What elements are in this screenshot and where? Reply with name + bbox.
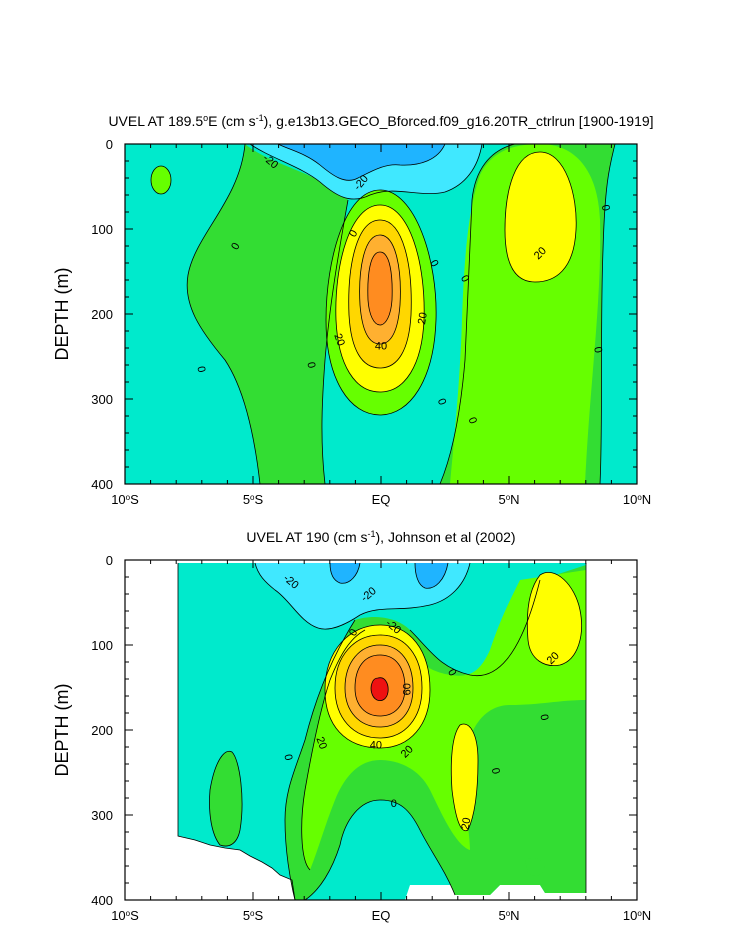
contour-label: 40 <box>375 340 387 352</box>
panel-model-title: UVEL AT 189.5oE (cm s-1), g.e13b13.GECO_… <box>108 113 653 129</box>
contour-label: 0 <box>445 667 458 678</box>
x-tick-label: 5oS <box>243 492 264 507</box>
band-lt-neg20-obs <box>330 563 360 584</box>
svg-text:0: 0 <box>347 228 360 239</box>
svg-text:0: 0 <box>194 365 207 373</box>
svg-text:20: 20 <box>416 311 430 325</box>
y-tick-label: 200 <box>91 723 113 738</box>
y-tick-label: 0 <box>106 553 113 568</box>
y-tick-label: 300 <box>91 808 113 823</box>
svg-text:0: 0 <box>435 397 448 407</box>
contour-label: 0 <box>347 627 360 638</box>
x-tick-label: EQ <box>372 492 391 507</box>
band-lt-neg20-obs-2 <box>415 563 448 589</box>
panel-obs-contour-lines <box>177 562 587 900</box>
contour-label: 0 <box>281 753 294 761</box>
band-0-10-obs-west <box>209 751 243 847</box>
contour-label: 0 <box>458 273 471 284</box>
svg-text:0: 0 <box>304 361 317 369</box>
contour-label: 0 <box>591 346 604 354</box>
contour-label: 20 <box>313 735 328 751</box>
svg-text:0: 0 <box>489 767 502 775</box>
y-tick-label: 0 <box>106 137 113 152</box>
panel-model-ylabel: DEPTH (m) <box>52 268 72 361</box>
contour-label: 0 <box>599 204 612 212</box>
x-tick-label: 5oN <box>498 492 519 507</box>
svg-text:0: 0 <box>537 713 550 721</box>
band-20-30-obs-south <box>451 724 478 831</box>
x-tick-label: 10oN <box>623 908 651 923</box>
band-neg10-0-west <box>125 144 260 484</box>
band-lt-neg20 <box>278 144 445 181</box>
contour-label: 20 <box>331 332 346 348</box>
panel-obs-title: UVEL AT 190 (cm s-1), Johnson et al (200… <box>246 529 515 545</box>
x-tick-label: 10oS <box>111 908 139 923</box>
contour-label: 0 <box>489 767 502 775</box>
svg-text:20: 20 <box>459 817 473 831</box>
contour-label: 0 <box>427 258 440 269</box>
svg-text:20: 20 <box>313 735 328 751</box>
panel-model: UVEL AT 189.5oE (cm s-1), g.e13b13.GECO_… <box>52 113 654 507</box>
y-tick-label: 300 <box>91 392 113 407</box>
svg-text:0: 0 <box>347 627 360 638</box>
svg-text:0: 0 <box>229 241 242 252</box>
panel-model-contour-lines <box>150 144 616 484</box>
y-tick-label: 200 <box>91 307 113 322</box>
contour-label: 0 <box>229 241 242 252</box>
panel-obs-ylabel: DEPTH (m) <box>52 684 72 777</box>
x-tick-label: 5oN <box>498 908 519 923</box>
contour-label: 20 <box>416 311 430 325</box>
contour-label: 40 <box>370 739 382 751</box>
y-tick-label: 400 <box>91 477 113 492</box>
contour-label: 0 <box>435 397 448 407</box>
band-0-10-obs-south <box>525 857 545 876</box>
svg-text:0: 0 <box>591 346 604 354</box>
contour-label: 0 <box>347 228 360 239</box>
y-tick-label: 100 <box>91 638 113 653</box>
contour-label: 0 <box>304 361 317 369</box>
band-neg20-neg10-obs <box>255 563 470 630</box>
contour-label: 0 <box>537 713 550 721</box>
panel-obs: UVEL AT 190 (cm s-1), Johnson et al (200… <box>52 529 651 923</box>
x-tick-label: 10oN <box>623 492 651 507</box>
y-tick-label: 400 <box>91 893 113 908</box>
band-gt-60-obs-euc <box>371 677 389 701</box>
band-neg10-0-east <box>600 144 637 484</box>
svg-text:0: 0 <box>466 416 479 426</box>
contour-label: 0 <box>466 416 479 426</box>
contour-label: 0 <box>391 798 397 810</box>
band-50-60-euc <box>367 252 393 325</box>
x-tick-label: 10oS <box>111 492 139 507</box>
contour-label: 0 <box>194 365 207 373</box>
svg-text:0: 0 <box>599 204 612 212</box>
band-20-30-obs-north <box>527 572 582 666</box>
svg-text:20: 20 <box>331 332 346 348</box>
band-10-20-west-blob <box>151 166 171 194</box>
contour-label: 60 <box>402 683 414 695</box>
y-tick-label: 100 <box>91 222 113 237</box>
svg-text:40: 40 <box>375 340 387 352</box>
svg-text:40: 40 <box>370 739 382 751</box>
band-20-30-north <box>505 152 577 282</box>
x-tick-label: EQ <box>372 908 391 923</box>
svg-text:0: 0 <box>281 753 294 761</box>
svg-text:0: 0 <box>458 273 471 284</box>
svg-text:0: 0 <box>391 798 397 810</box>
svg-text:0: 0 <box>427 258 440 269</box>
svg-text:0: 0 <box>445 667 458 678</box>
svg-text:60: 60 <box>402 683 414 695</box>
x-tick-label: 5oS <box>243 908 264 923</box>
contour-label: 20 <box>459 817 473 831</box>
